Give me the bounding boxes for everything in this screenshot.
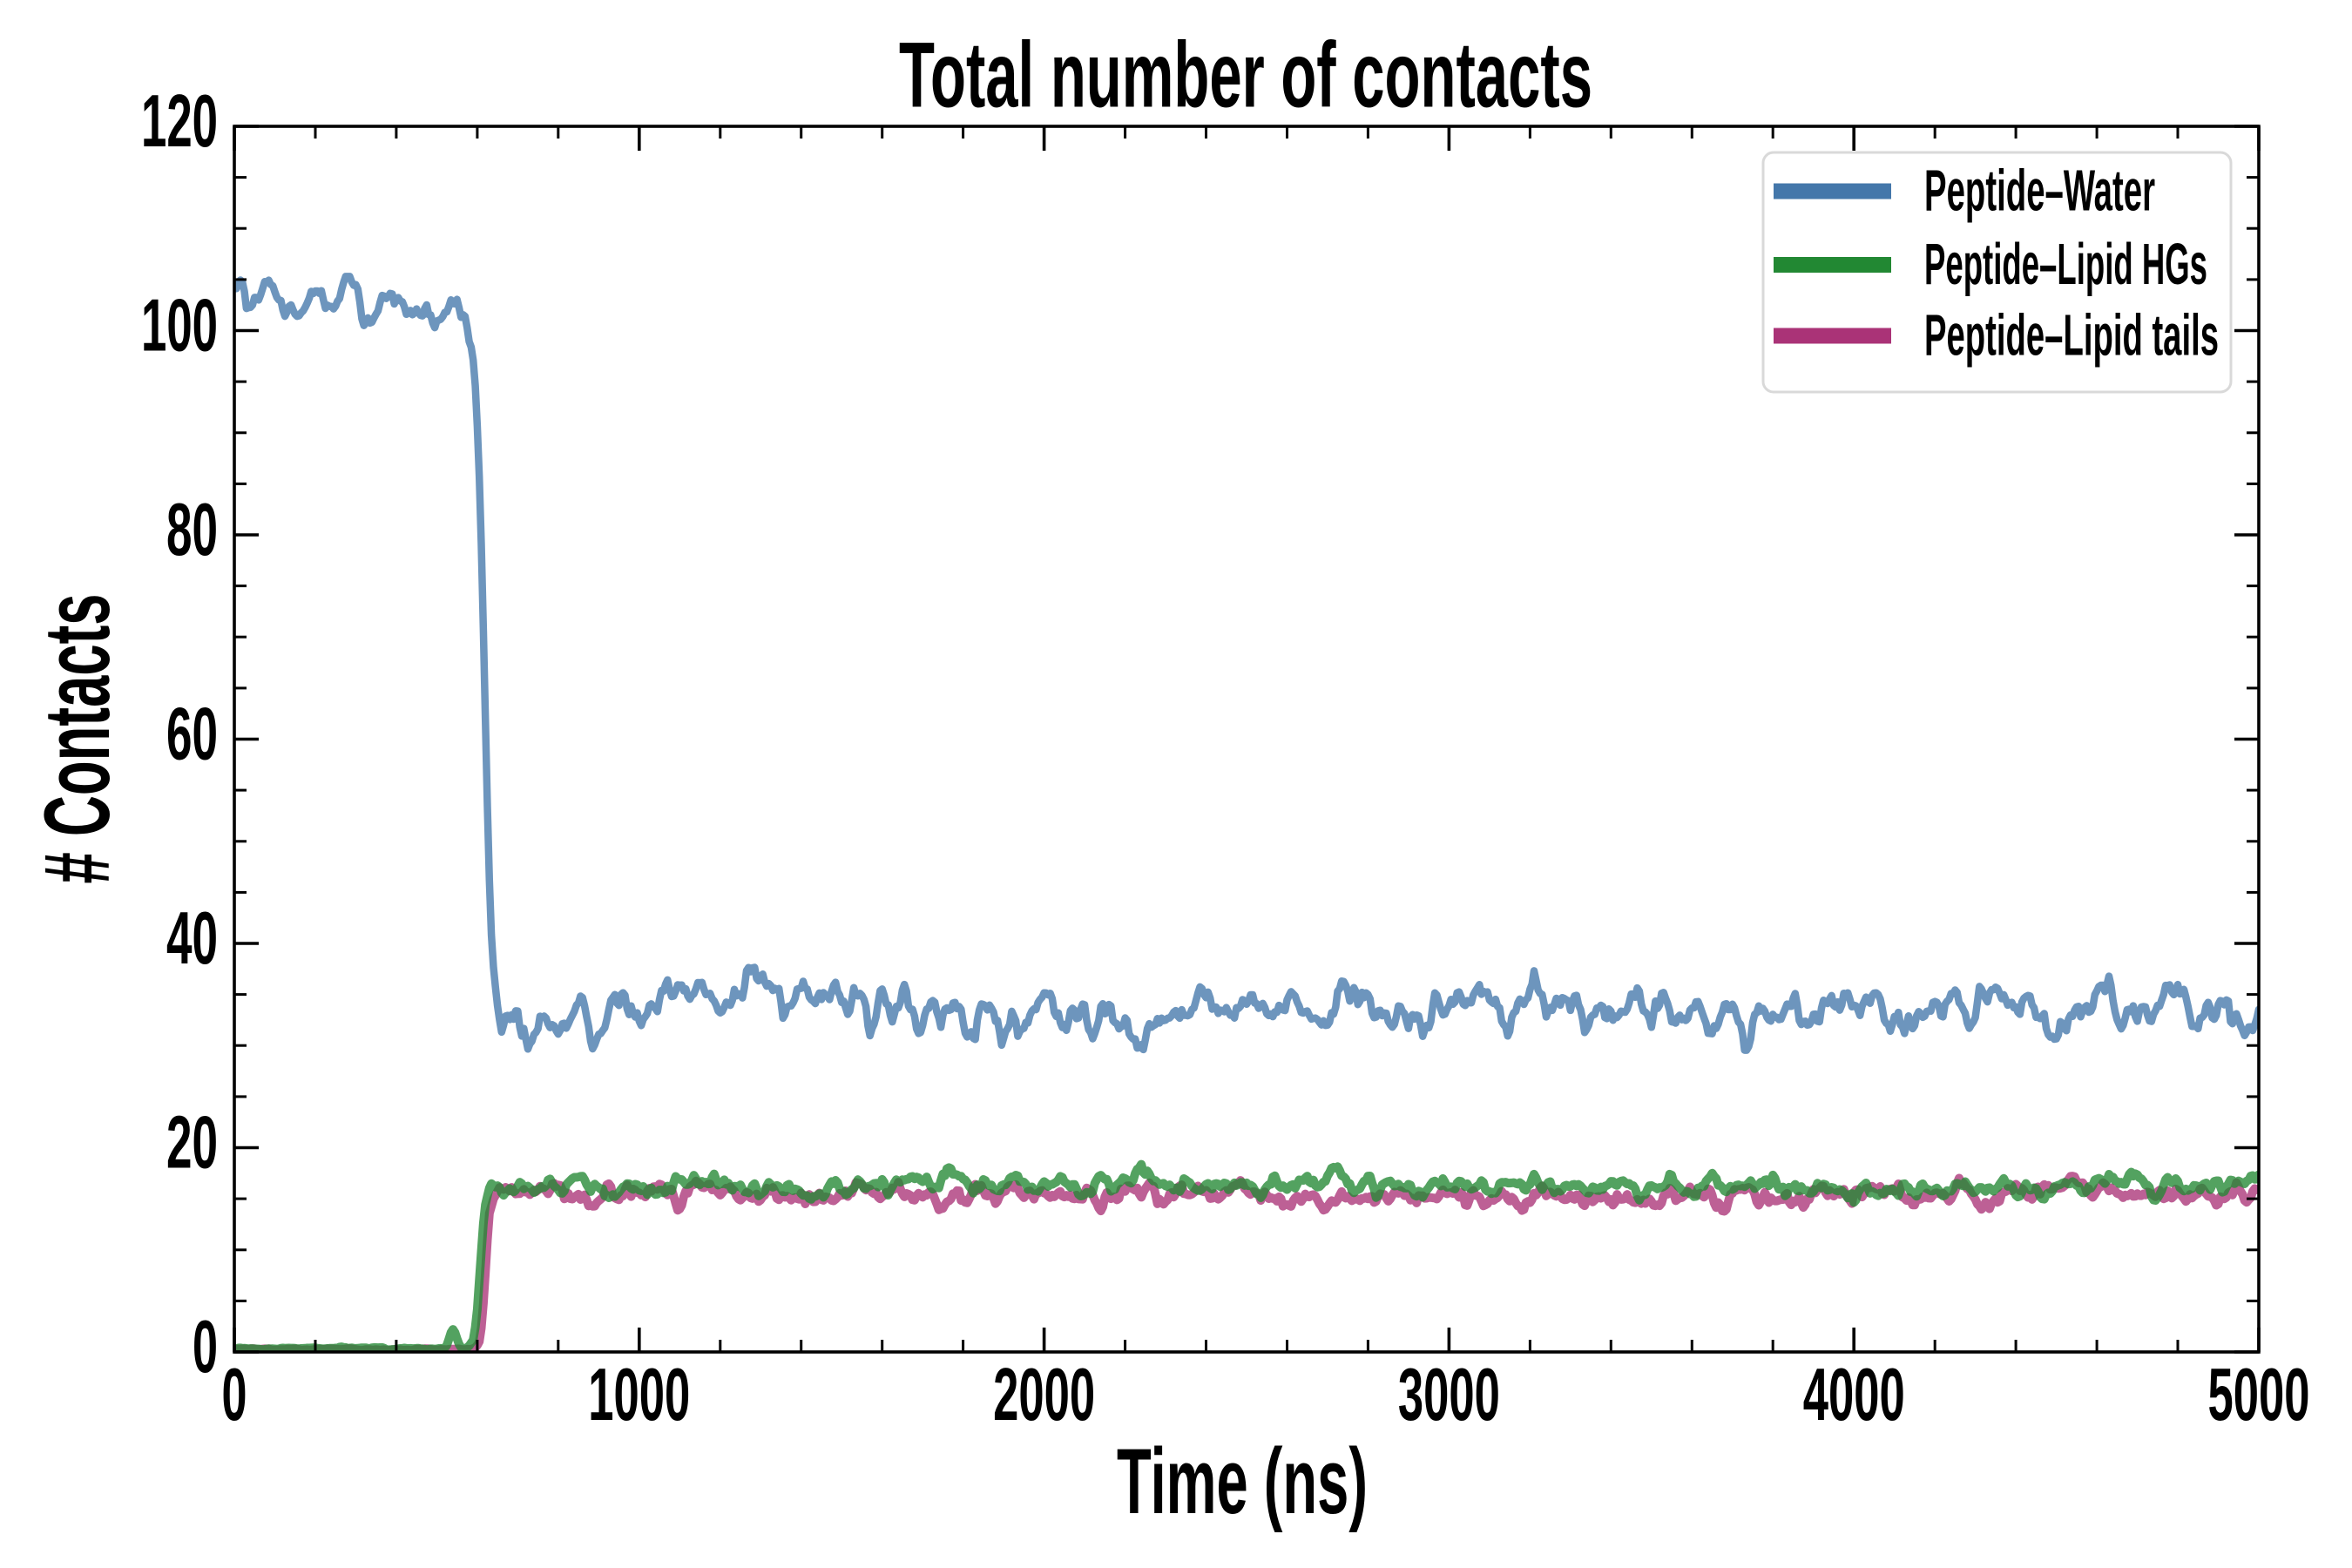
svg-text:Peptide–Lipid HGs: Peptide–Lipid HGs bbox=[1924, 232, 2207, 297]
svg-text:0: 0 bbox=[193, 1306, 218, 1389]
svg-text:Time (ns): Time (ns) bbox=[1117, 1429, 1368, 1533]
svg-text:20: 20 bbox=[166, 1102, 218, 1185]
svg-text:Total number of contacts: Total number of contacts bbox=[899, 23, 1592, 127]
svg-text:# Contacts: # Contacts bbox=[24, 594, 129, 884]
svg-text:60: 60 bbox=[166, 693, 218, 776]
svg-text:3000: 3000 bbox=[1398, 1354, 1500, 1436]
svg-text:1000: 1000 bbox=[588, 1354, 690, 1436]
svg-text:40: 40 bbox=[166, 897, 218, 980]
svg-text:Peptide–Lipid tails: Peptide–Lipid tails bbox=[1924, 303, 2219, 368]
svg-text:80: 80 bbox=[166, 489, 218, 571]
svg-text:2000: 2000 bbox=[993, 1354, 1095, 1436]
svg-text:4000: 4000 bbox=[1803, 1354, 1905, 1436]
svg-text:Peptide–Water: Peptide–Water bbox=[1924, 159, 2155, 224]
svg-text:5000: 5000 bbox=[2208, 1354, 2310, 1436]
svg-text:100: 100 bbox=[141, 285, 218, 368]
svg-text:0: 0 bbox=[222, 1354, 247, 1436]
svg-text:120: 120 bbox=[141, 80, 218, 163]
